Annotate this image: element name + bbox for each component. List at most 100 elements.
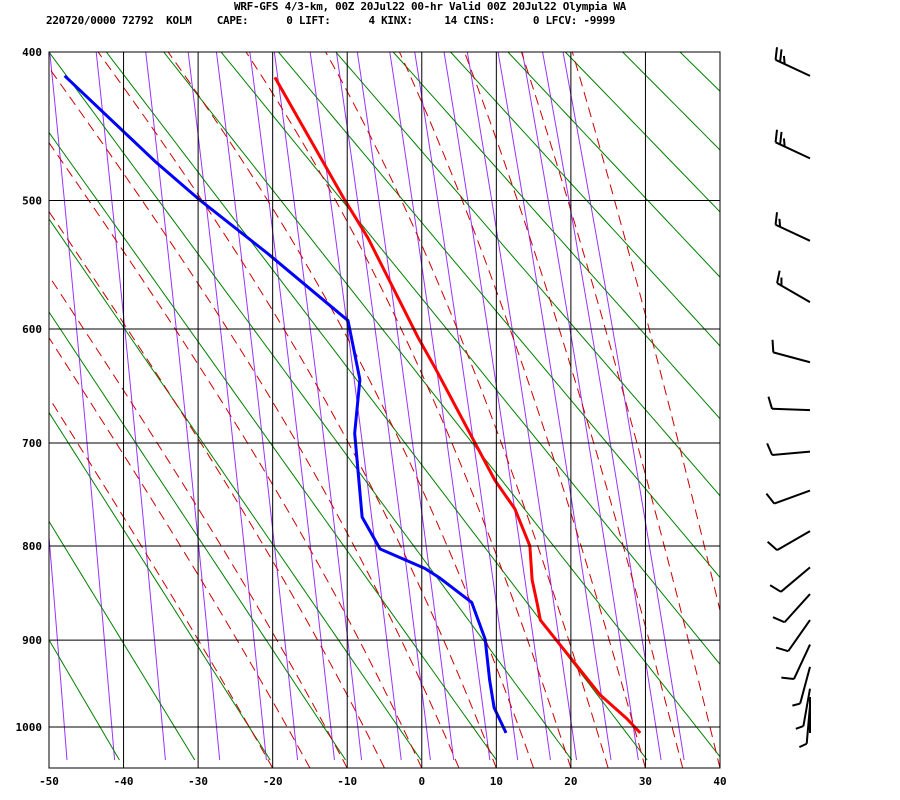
wind-barb-full: [765, 493, 776, 505]
wind-barb: [767, 396, 811, 412]
wind-barb: [766, 530, 811, 552]
moist-adiabat-line: [463, 52, 684, 768]
dry-adiabat-line: [679, 52, 720, 92]
wind-barb-shaft: [799, 666, 811, 704]
wind-barb-full: [779, 131, 783, 145]
wind-barb-half: [792, 702, 801, 707]
wind-barb-full: [767, 396, 773, 410]
moist-adiabat-line: [325, 52, 609, 768]
plot-area: [0, 52, 720, 768]
wind-barb-shaft: [776, 530, 811, 552]
wind-barb-shaft: [787, 619, 811, 652]
wind-barb-full: [779, 49, 783, 63]
x-tick-label: -30: [188, 775, 208, 788]
dry-adiabat-line: [0, 52, 44, 760]
x-tick-label: 10: [490, 775, 503, 788]
wind-barb-full: [769, 584, 782, 593]
wind-barb: [765, 489, 811, 505]
moist-adiabat-line: [97, 52, 497, 768]
mixing-ratio-line: [187, 52, 267, 761]
dry-adiabat-line: [49, 411, 271, 761]
wind-barb-full: [766, 442, 774, 456]
mixing-ratio-line: [309, 52, 402, 761]
mixing-ratio-line: [521, 52, 639, 761]
mixing-ratio-line: [389, 52, 491, 761]
moist-adiabat-line: [49, 275, 348, 768]
wind-barb-full: [766, 541, 778, 551]
wind-barb-shaft: [775, 58, 811, 77]
wind-barb-shaft: [783, 593, 811, 623]
dry-adiabat-line: [49, 520, 196, 761]
plot-frame: [48, 51, 721, 769]
mixing-ratio-line: [95, 52, 166, 761]
mixing-ratio-line: [49, 52, 116, 761]
x-tick-label: -40: [114, 775, 134, 788]
y-tick-label: 600: [22, 323, 42, 336]
x-tick-label: -10: [337, 775, 357, 788]
y-tick-label: 800: [22, 540, 42, 553]
wind-barb: [781, 644, 811, 681]
moist-adiabat-line: [167, 52, 535, 768]
mixing-ratio-line: [215, 52, 299, 761]
mixing-ratio-line: [273, 52, 363, 761]
dry-adiabat-line: [49, 218, 422, 761]
wind-barb: [766, 442, 811, 456]
wind-barb-shaft: [802, 688, 811, 727]
x-tick-label: 40: [713, 775, 726, 788]
moist-adiabat-line: [520, 52, 720, 768]
wind-barb-half: [782, 55, 786, 65]
dry-adiabat-line: [335, 52, 720, 497]
dry-adiabat-line: [49, 131, 497, 761]
dry-adiabat-line: [564, 52, 720, 213]
wind-barb: [792, 666, 811, 707]
x-tick-label: 20: [564, 775, 577, 788]
x-tick-label: -50: [39, 775, 59, 788]
y-tick-label: 900: [22, 634, 42, 647]
wind-barb-full: [771, 339, 775, 353]
wind-barb: [776, 270, 811, 303]
mixing-ratio-line: [466, 52, 578, 761]
moist-adiabat-line: [49, 210, 385, 768]
dry-adiabat-line: [392, 52, 720, 420]
y-tick-label: 1000: [16, 721, 43, 734]
moist-adiabat-line: [399, 52, 646, 768]
mixing-ratio-line: [414, 52, 519, 761]
mixing-ratio-line: [356, 52, 455, 761]
mixing-ratio-line: [49, 530, 68, 761]
dry-adiabat-line: [49, 638, 120, 761]
wind-barb-full: [772, 616, 785, 624]
temperature-profile-line: [273, 76, 642, 734]
x-tick-label: 30: [639, 775, 652, 788]
dry-adiabat-line: [622, 52, 720, 151]
wind-barb: [795, 688, 811, 730]
chart-title: WRF-GFS 4/3-km, 00Z 20Jul22 00-hr Valid …: [234, 0, 626, 13]
wind-barb-shaft: [772, 450, 811, 456]
moist-adiabat-line: [49, 141, 423, 768]
y-tick-label: 500: [22, 194, 42, 207]
wind-barb-full: [774, 129, 778, 143]
moist-adiabat-line: [49, 67, 460, 768]
wind-barb-half: [798, 742, 808, 749]
mixing-ratio-line: [443, 52, 551, 761]
mixing-ratio-line: [335, 52, 431, 761]
wind-barb-shaft: [773, 489, 811, 505]
wind-barb-full: [774, 212, 778, 225]
wind-barb-full: [774, 47, 778, 60]
wind-barb-full: [776, 270, 781, 284]
wind-barb: [774, 129, 811, 160]
mixing-ratio-line: [249, 52, 335, 761]
wind-barb-half: [778, 218, 782, 227]
wind-barb-half: [795, 725, 804, 730]
wind-barb: [774, 47, 811, 77]
wind-barb-full: [775, 646, 789, 653]
mixing-ratio-line: [497, 52, 612, 761]
wind-barb-shaft: [780, 566, 811, 593]
x-tick-label: 0: [418, 775, 425, 788]
wind-barb-shaft: [771, 407, 811, 412]
x-tick-label: -20: [263, 775, 283, 788]
wind-barb-shaft: [773, 351, 811, 364]
moist-adiabat-line: [49, 396, 274, 768]
dry-adiabat-line: [278, 52, 720, 579]
wind-barb: [774, 212, 811, 242]
wind-barb: [769, 566, 811, 593]
